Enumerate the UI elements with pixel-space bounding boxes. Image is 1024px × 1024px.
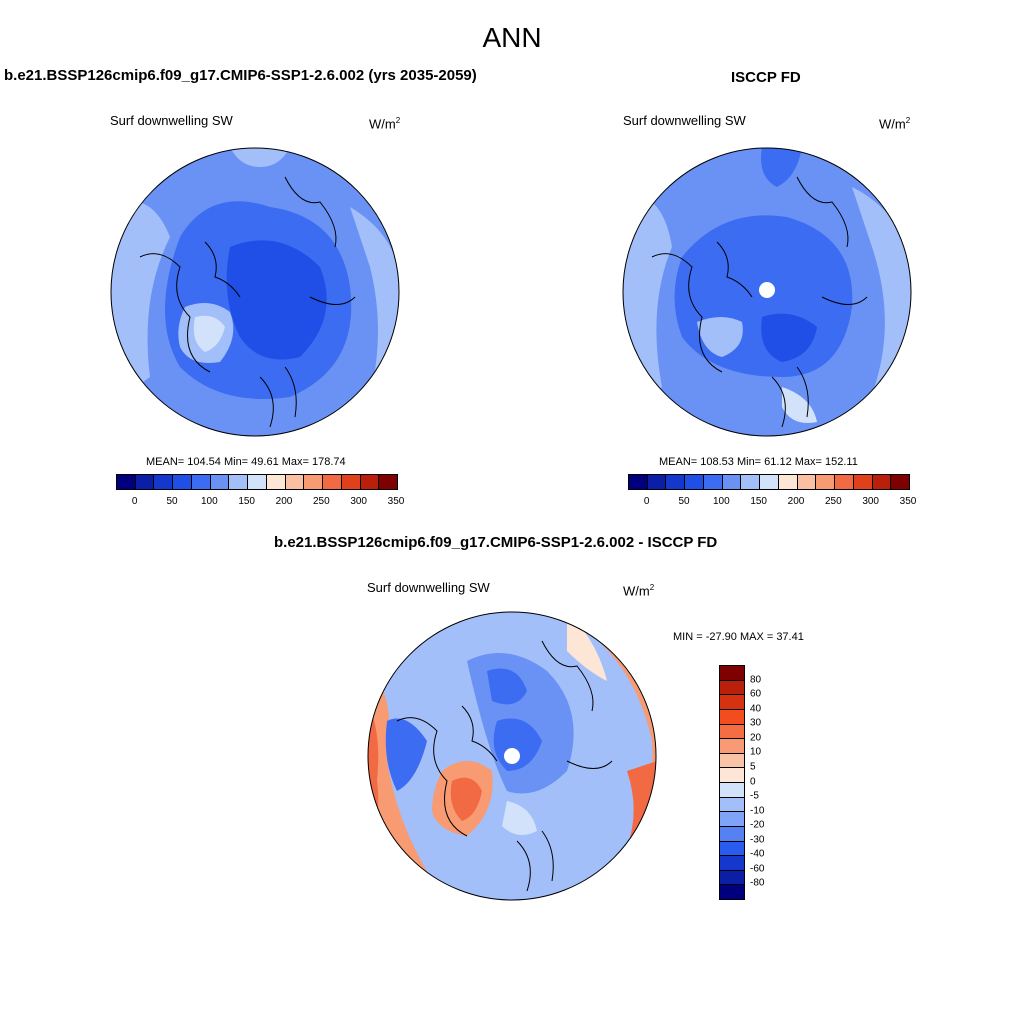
colorbar-segment	[720, 841, 744, 857]
colorbar-segment	[720, 797, 744, 813]
colorbar-segment	[304, 475, 324, 489]
colorbar-segment	[173, 475, 192, 489]
colorbar-segment	[835, 475, 854, 489]
colorbar-tick-label: 40	[750, 703, 762, 715]
variable-label-model: Surf downwelling SW	[110, 113, 233, 128]
colorbar-tick-label: 350	[387, 496, 405, 507]
colorbar-segment	[720, 709, 744, 725]
colorbar-tick-label: 0	[131, 496, 138, 507]
colorbar-tick-label: 60	[750, 688, 762, 700]
colorbar-tick-label: 300	[862, 496, 879, 507]
colorbar-segment	[720, 826, 744, 842]
colorbar-tick-label: 80	[750, 674, 762, 686]
main-title: ANN	[482, 22, 542, 53]
colorbar-segment	[720, 666, 744, 681]
colorbar-segment	[891, 475, 910, 489]
colorbar-segment	[720, 695, 744, 710]
colorbar-segment	[720, 724, 744, 740]
colorbar-tick-label: 250	[312, 496, 330, 507]
colorbar-tick-label: -5	[750, 790, 759, 802]
colorbar-segment	[341, 475, 361, 489]
colorbar-segment	[720, 739, 744, 754]
unit-label-diff: W/m2	[623, 583, 655, 599]
colorbar-tick-label: -40	[750, 848, 765, 860]
colorbar-tick-label: 100	[200, 496, 218, 507]
colorbar-segment	[760, 475, 779, 489]
colorbar-segment	[720, 753, 744, 769]
colorbar-tick-label: 5	[750, 761, 756, 773]
stats-obs: MEAN= 108.53 Min= 61.12 Max= 152.11	[659, 456, 858, 468]
colorbar-segment	[720, 680, 744, 696]
colorbar-tick-label: 250	[824, 496, 842, 507]
variable-label-diff: Surf downwelling SW	[367, 580, 490, 595]
polar-map-obs	[622, 147, 912, 437]
colorbar-tick-label: -10	[750, 805, 765, 817]
colorbar-tick-label: 0	[643, 496, 650, 507]
colorbar-segment	[778, 475, 798, 489]
colorbar-tick-label: -80	[750, 877, 765, 889]
colorbar-segment	[720, 885, 744, 899]
colorbar-segment	[229, 475, 249, 489]
colorbar-tick-label: 30	[750, 717, 762, 729]
colorbar-tick-label: -30	[750, 834, 765, 846]
panel-title-model: b.e21.BSSP126cmip6.f09_g17.CMIP6-SSP1-2.…	[4, 67, 477, 84]
colorbar-segment	[135, 475, 155, 489]
colorbar-segment	[720, 783, 744, 798]
colorbar-tick-label: 20	[750, 732, 762, 744]
colorbar-segment	[629, 475, 648, 489]
polar-map-diff	[367, 611, 657, 901]
colorbar-ticks-obs: 0 50 100 150 200 250 300 350	[628, 496, 916, 508]
stats-model: MEAN= 104.54 Min= 49.61 Max= 178.74	[146, 456, 346, 468]
colorbar-segment	[647, 475, 667, 489]
colorbar-segment	[853, 475, 873, 489]
colorbar-diff	[719, 665, 745, 900]
colorbar-segment	[379, 475, 398, 489]
colorbar-segment	[285, 475, 305, 489]
colorbar-segment	[323, 475, 342, 489]
colorbar-segment	[360, 475, 380, 489]
colorbar-segment	[720, 768, 744, 783]
colorbar-ticks-diff: 80 60 40 30 20 10 5 0 -5 -10 -20 -30 -40 -60 -80	[750, 665, 790, 898]
colorbar-segment	[248, 475, 267, 489]
polar-map-model	[110, 147, 400, 437]
colorbar-tick-label: 300	[350, 496, 367, 507]
colorbar-segment	[191, 475, 211, 489]
colorbar-segment	[720, 812, 744, 827]
colorbar-segment	[741, 475, 761, 489]
panel-title-diff: b.e21.BSSP126cmip6.f09_g17.CMIP6-SSP1-2.…	[274, 534, 718, 551]
colorbar-segment	[210, 475, 230, 489]
colorbar-tick-label: 10	[750, 746, 762, 758]
colorbar-segment	[117, 475, 136, 489]
colorbar-tick-label: 0	[750, 776, 756, 787]
colorbar-segment	[797, 475, 817, 489]
colorbar-tick-label: 200	[275, 496, 293, 507]
variable-label-obs: Surf downwelling SW	[623, 113, 746, 128]
colorbar-tick-label: 100	[712, 496, 730, 507]
colorbar-tick-label: 50	[678, 496, 690, 507]
colorbar-obs	[628, 474, 910, 490]
colorbar-segment	[266, 475, 286, 489]
colorbar-segment	[872, 475, 892, 489]
colorbar-tick-label: -20	[750, 819, 765, 831]
colorbar-tick-label: 200	[787, 496, 805, 507]
colorbar-tick-label: 350	[899, 496, 917, 507]
colorbar-tick-label: 150	[238, 496, 255, 507]
colorbar-model	[116, 474, 398, 490]
colorbar-segment	[722, 475, 742, 489]
colorbar-segment	[816, 475, 836, 489]
panel-title-obs: ISCCP FD	[731, 69, 801, 86]
colorbar-tick-label: -60	[750, 863, 765, 875]
colorbar-tick-label: 150	[750, 496, 767, 507]
unit-label-model: W/m2	[369, 116, 401, 132]
colorbar-segment	[720, 856, 744, 871]
colorbar-segment	[666, 475, 686, 489]
colorbar-segment	[685, 475, 704, 489]
colorbar-tick-label: 50	[166, 496, 178, 507]
colorbar-ticks-model: 0 50 100 150 200 250 300 350	[116, 496, 404, 508]
colorbar-segment	[154, 475, 174, 489]
stats-diff: MIN = -27.90 MAX = 37.41	[673, 631, 804, 643]
colorbar-segment	[703, 475, 723, 489]
unit-label-obs: W/m2	[879, 116, 911, 132]
colorbar-segment	[720, 870, 744, 886]
